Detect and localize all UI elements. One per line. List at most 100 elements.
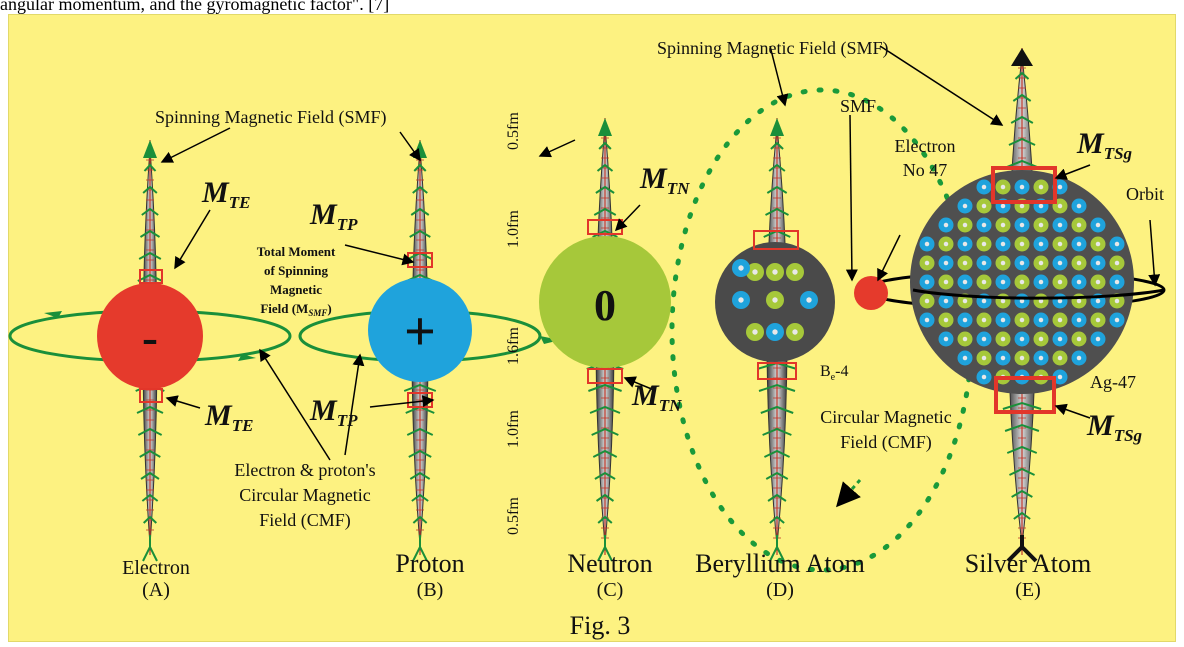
nucleon-core xyxy=(738,265,744,271)
spindle-chevron xyxy=(591,427,619,436)
nucleon-core xyxy=(1038,241,1044,247)
dim-4: 1.0fm xyxy=(505,410,522,448)
nucleon-core xyxy=(962,317,968,323)
spindle-chevron xyxy=(408,449,432,458)
nucleon-core xyxy=(943,241,949,247)
nucleon-core xyxy=(1095,279,1101,285)
nucleon-core xyxy=(1057,241,1063,247)
caption-proton-name: Proton xyxy=(395,549,464,578)
cmf-ep-line-3: Field (CMF) xyxy=(259,510,351,531)
nucleon-core xyxy=(1038,222,1044,228)
nucleon-core xyxy=(772,329,778,335)
spindle-chevron xyxy=(412,185,428,194)
nucleon-core xyxy=(943,222,949,228)
spindle-chevron xyxy=(410,207,430,216)
nucleon-core xyxy=(924,298,930,304)
spindle-chevron xyxy=(597,515,613,524)
spindle-chevron xyxy=(139,229,161,238)
nucleon-core xyxy=(1114,317,1120,323)
nucleon-core xyxy=(1114,260,1120,266)
spindle-chevron xyxy=(594,471,616,480)
beryllium-nucleons xyxy=(732,259,818,341)
nucleon-core xyxy=(1095,222,1101,228)
cmf-right-line-1: Circular Magnetic xyxy=(820,407,951,427)
nucleon-core xyxy=(962,336,968,342)
nucleon-core xyxy=(1038,355,1044,361)
cmf-electron-proton-label: Electron & proton's Circular Magnetic Fi… xyxy=(234,460,375,531)
smf-label-left: Spinning Magnetic Field (SMF) xyxy=(155,107,387,128)
caption-beryllium-tag: (D) xyxy=(766,579,794,601)
nucleon-core xyxy=(1057,317,1063,323)
electron-moment-box-top xyxy=(139,269,163,284)
electron-moment-box-bottom xyxy=(139,388,163,403)
nucleon-core xyxy=(1019,241,1025,247)
spindle-chevron xyxy=(760,405,794,414)
nucleon-core xyxy=(924,260,930,266)
spindle-chevron xyxy=(140,471,160,480)
neutron-moment-box-bottom xyxy=(587,368,623,384)
nucleon-core xyxy=(1057,374,1063,380)
nucleon-core xyxy=(981,222,987,228)
nucleon-core xyxy=(752,329,758,335)
nucleon-core xyxy=(1114,279,1120,285)
spindle-chevron xyxy=(136,405,164,414)
spindle-tail-fork xyxy=(769,535,785,562)
spindle-chevron xyxy=(1011,489,1033,498)
spindle-chevron xyxy=(413,163,427,172)
nucleon-core xyxy=(943,317,949,323)
nucleon-core xyxy=(792,269,798,275)
spindle-chevron xyxy=(596,163,614,172)
spindle-arrow-head xyxy=(143,140,157,158)
spindle-chevron xyxy=(142,185,158,194)
nucleon-core xyxy=(1057,260,1063,266)
header-text: angular momentum, and the gyromagnetic f… xyxy=(0,0,390,14)
electron-sign: - xyxy=(142,311,158,364)
spindle-chevron xyxy=(412,515,428,524)
total-moment-line-1: Total Moment xyxy=(257,244,336,259)
nucleon-core xyxy=(981,355,987,361)
moment-tp-bottom: MTP xyxy=(309,394,358,430)
spindle-chevron xyxy=(770,141,784,150)
nucleon-core xyxy=(1057,184,1063,190)
spindle-chevron xyxy=(765,207,789,216)
spindle-chevron xyxy=(595,185,615,194)
caption-electron-tag: (A) xyxy=(142,579,170,601)
spindle-arrow-head xyxy=(413,140,427,158)
spindle-chevron xyxy=(758,383,796,392)
moment-te-bottom: MTE xyxy=(204,399,253,435)
nucleon-core xyxy=(1076,279,1082,285)
nucleon-core xyxy=(1076,355,1082,361)
nucleon-core xyxy=(1038,336,1044,342)
spindle-chevron xyxy=(762,427,792,436)
spindle-chevron xyxy=(598,141,612,150)
nucleon-core xyxy=(1019,355,1025,361)
nucleon-core xyxy=(1000,298,1006,304)
nucleon-core xyxy=(1038,203,1044,209)
nucleon-core xyxy=(1076,203,1082,209)
nucleon-core xyxy=(1019,184,1025,190)
caption-beryllium-name: Beryllium Atom xyxy=(695,549,865,578)
spindle-chevron xyxy=(767,493,787,502)
nucleon-core xyxy=(981,203,987,209)
nucleon-core xyxy=(1057,222,1063,228)
spindle-chevron xyxy=(409,471,431,480)
nucleon-core xyxy=(943,298,949,304)
caption-silver-tag: (E) xyxy=(1015,579,1041,601)
nucleon-core xyxy=(1076,317,1082,323)
caption-silver-name: Silver Atom xyxy=(965,549,1091,578)
nucleon-core xyxy=(1057,336,1063,342)
nucleon-core xyxy=(1000,184,1006,190)
nucleon-core xyxy=(806,297,812,303)
nucleon-core xyxy=(1038,184,1044,190)
total-moment-line-4: Field (MSMF) xyxy=(260,301,331,318)
nucleon-core xyxy=(1019,336,1025,342)
neutron-sign: 0 xyxy=(594,281,616,330)
electron-no-label-1: Electron xyxy=(895,136,956,156)
nucleon-core xyxy=(962,279,968,285)
nucleon-core xyxy=(792,329,798,335)
beryllium-symbol: Be-4 xyxy=(820,363,848,383)
nucleon-core xyxy=(924,279,930,285)
nucleon-core xyxy=(1000,222,1006,228)
spindle-chevron xyxy=(141,207,159,216)
